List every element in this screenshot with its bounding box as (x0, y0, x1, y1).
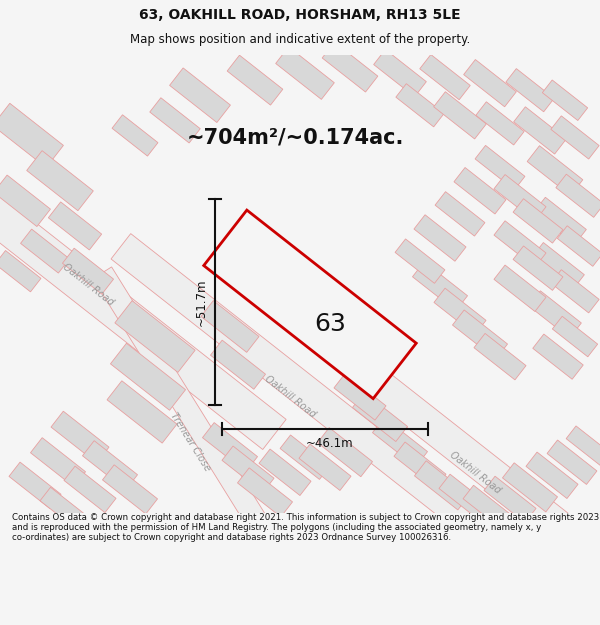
Polygon shape (26, 151, 94, 211)
Polygon shape (275, 47, 334, 99)
Text: 63: 63 (314, 312, 346, 336)
Polygon shape (354, 361, 600, 584)
Polygon shape (0, 251, 41, 292)
Polygon shape (514, 107, 566, 154)
Polygon shape (111, 234, 509, 556)
Polygon shape (527, 146, 583, 196)
Polygon shape (553, 316, 598, 357)
Polygon shape (475, 146, 525, 190)
Polygon shape (476, 102, 524, 145)
Polygon shape (62, 248, 113, 294)
Polygon shape (551, 116, 599, 159)
Polygon shape (238, 468, 293, 517)
Polygon shape (259, 449, 311, 496)
Polygon shape (110, 343, 185, 410)
Polygon shape (395, 239, 445, 283)
Polygon shape (513, 199, 563, 243)
Text: ~51.7m: ~51.7m (194, 278, 208, 326)
Polygon shape (532, 242, 584, 290)
Polygon shape (202, 422, 257, 472)
Text: Map shows position and indicative extent of the property.: Map shows position and indicative extent… (130, 33, 470, 46)
Polygon shape (464, 59, 517, 107)
Polygon shape (420, 54, 470, 100)
Polygon shape (506, 69, 554, 112)
Polygon shape (533, 334, 583, 379)
Polygon shape (352, 392, 407, 441)
Polygon shape (513, 246, 563, 291)
Polygon shape (542, 80, 587, 121)
Polygon shape (556, 174, 600, 218)
Polygon shape (103, 465, 158, 514)
Polygon shape (452, 310, 508, 359)
Polygon shape (299, 444, 351, 491)
Polygon shape (0, 153, 286, 449)
Polygon shape (373, 418, 428, 467)
Polygon shape (394, 442, 446, 489)
Polygon shape (434, 288, 486, 334)
Polygon shape (49, 202, 101, 250)
Polygon shape (204, 210, 416, 399)
Polygon shape (40, 488, 90, 532)
Polygon shape (93, 267, 297, 577)
Polygon shape (0, 175, 50, 226)
Text: ~704m²/~0.174ac.: ~704m²/~0.174ac. (187, 127, 404, 148)
Polygon shape (317, 428, 373, 477)
Polygon shape (435, 192, 485, 236)
Polygon shape (557, 226, 600, 266)
Polygon shape (334, 374, 386, 420)
Text: Oakhill Road: Oakhill Road (61, 261, 115, 308)
Polygon shape (322, 42, 378, 92)
Polygon shape (551, 270, 599, 313)
Polygon shape (415, 461, 470, 510)
Polygon shape (412, 262, 467, 311)
Polygon shape (150, 98, 200, 143)
Polygon shape (374, 49, 427, 97)
Polygon shape (533, 198, 586, 244)
Polygon shape (547, 440, 597, 484)
Polygon shape (107, 381, 177, 443)
Polygon shape (222, 446, 274, 493)
Text: Oakhill Road: Oakhill Road (448, 449, 502, 495)
Polygon shape (529, 291, 581, 338)
Polygon shape (494, 174, 546, 221)
Polygon shape (434, 92, 487, 139)
Polygon shape (439, 474, 491, 521)
Polygon shape (112, 115, 158, 156)
Text: 63, OAKHILL ROAD, HORSHAM, RH13 5LE: 63, OAKHILL ROAD, HORSHAM, RH13 5LE (139, 8, 461, 22)
Polygon shape (9, 462, 61, 509)
Polygon shape (227, 55, 283, 105)
Text: Contains OS data © Crown copyright and database right 2021. This information is : Contains OS data © Crown copyright and d… (12, 512, 599, 542)
Polygon shape (0, 103, 64, 168)
Polygon shape (526, 452, 578, 499)
Polygon shape (396, 84, 444, 127)
Polygon shape (474, 333, 526, 380)
Polygon shape (494, 221, 546, 268)
Polygon shape (484, 476, 536, 522)
Polygon shape (51, 411, 109, 463)
Polygon shape (82, 441, 137, 490)
Polygon shape (31, 438, 86, 487)
Polygon shape (115, 301, 195, 372)
Polygon shape (280, 435, 330, 479)
Polygon shape (414, 215, 466, 261)
Polygon shape (454, 168, 506, 214)
Text: Oakhill Road: Oakhill Road (263, 374, 317, 420)
Polygon shape (20, 229, 70, 273)
Polygon shape (201, 301, 259, 352)
Text: ~46.1m: ~46.1m (306, 437, 354, 449)
Polygon shape (64, 466, 116, 512)
Polygon shape (494, 265, 546, 311)
Text: Trenear Close: Trenear Close (168, 411, 212, 473)
Polygon shape (502, 462, 557, 512)
Polygon shape (170, 68, 230, 122)
Polygon shape (463, 485, 513, 529)
Polygon shape (566, 426, 600, 468)
Polygon shape (211, 340, 266, 389)
